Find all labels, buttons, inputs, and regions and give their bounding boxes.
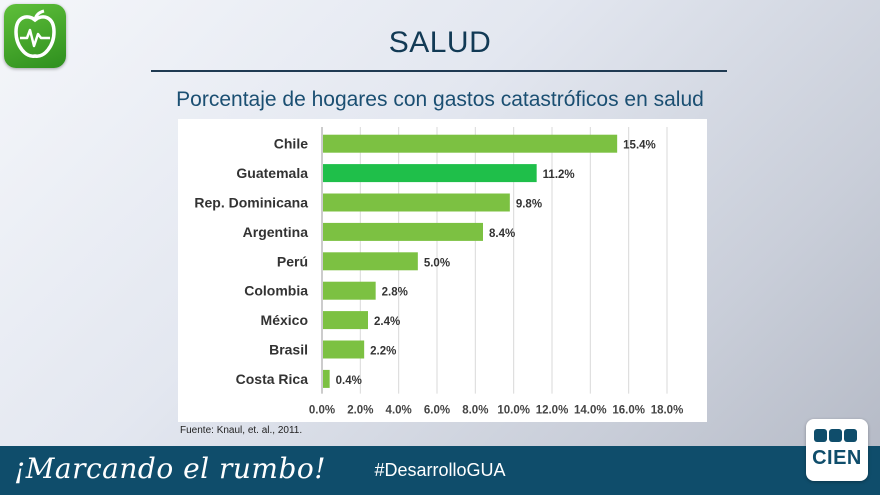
x-tick-label: 0.0% bbox=[309, 405, 335, 417]
footer-tagline: ¡Marcando el rumbo! bbox=[14, 452, 327, 485]
chart-panel: 0.0% 2.0% 4.0% 6.0% 8.0% 10.0% 12.0% 14.0% 16.0%… bbox=[178, 119, 707, 422]
value-label: 9.8% bbox=[516, 199, 542, 211]
value-label: 2.2% bbox=[370, 346, 396, 358]
slide-title: SALUD bbox=[388, 26, 492, 59]
footer-hashtag: #DesarrolloGUA bbox=[374, 460, 506, 480]
bar bbox=[323, 134, 618, 153]
value-label: 15.4% bbox=[623, 140, 656, 152]
x-tick-label: 12.0% bbox=[536, 405, 569, 417]
chart-subtitle: Porcentaje de hogares con gastos catastr… bbox=[176, 88, 704, 111]
value-label: 11.2% bbox=[543, 169, 575, 181]
bar-chart: 0.0% 2.0% 4.0% 6.0% 8.0% 10.0% 12.0% 14.0% 16.0%… bbox=[194, 127, 684, 417]
bar bbox=[323, 193, 510, 212]
health-app-logo bbox=[4, 4, 66, 68]
category-label: México bbox=[261, 312, 308, 328]
source-note: Fuente: Knaul, et. al., 2011. bbox=[180, 425, 303, 436]
category-label: Argentina bbox=[243, 224, 309, 240]
value-label: 5.0% bbox=[424, 257, 450, 269]
x-tick-label: 2.0% bbox=[347, 405, 373, 417]
bar bbox=[323, 311, 368, 330]
x-tick-label: 14.0% bbox=[574, 405, 607, 417]
bar bbox=[323, 164, 537, 183]
footer-bar: ¡Marcando el rumbo! #DesarrolloGUA bbox=[0, 446, 880, 495]
bar bbox=[323, 222, 483, 241]
value-label: 2.8% bbox=[382, 287, 408, 299]
x-tick-label: 16.0% bbox=[612, 405, 645, 417]
cien-logo: CIEN bbox=[806, 419, 868, 481]
bar bbox=[323, 369, 330, 388]
value-label: 0.4% bbox=[336, 375, 362, 387]
category-label: Perú bbox=[277, 253, 308, 269]
x-tick-label: 4.0% bbox=[386, 405, 412, 417]
x-tick-label: 8.0% bbox=[462, 405, 488, 417]
category-label: Costa Rica bbox=[236, 371, 309, 387]
cien-logo-blocks bbox=[814, 429, 860, 443]
bar bbox=[323, 252, 418, 271]
value-label: 8.4% bbox=[489, 228, 515, 240]
cien-logo-text: CIEN bbox=[812, 447, 862, 469]
category-label: Guatemala bbox=[236, 165, 308, 181]
value-label: 2.4% bbox=[374, 316, 400, 328]
category-label: Chile bbox=[274, 136, 308, 152]
category-label: Brasil bbox=[269, 342, 308, 358]
x-tick-label: 10.0% bbox=[497, 405, 530, 417]
bar bbox=[323, 340, 365, 359]
x-tick-label: 6.0% bbox=[424, 405, 450, 417]
category-label: Rep. Dominicana bbox=[194, 195, 308, 211]
apple-heartbeat-icon bbox=[14, 9, 56, 58]
title-divider bbox=[151, 70, 727, 72]
x-tick-label: 18.0% bbox=[651, 405, 684, 417]
category-label: Colombia bbox=[244, 283, 308, 299]
bar bbox=[323, 281, 376, 300]
